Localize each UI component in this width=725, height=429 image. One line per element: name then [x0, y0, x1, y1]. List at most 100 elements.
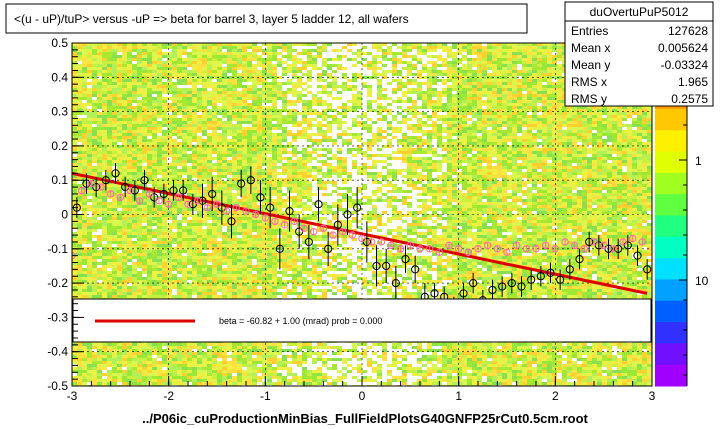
data-point-pink: [377, 238, 386, 246]
data-point-pink: [425, 245, 434, 253]
data-point-pink: [135, 197, 144, 205]
data-point-black: [304, 237, 313, 247]
y-tick-label: -0.5: [47, 379, 68, 393]
data-point-black: [411, 265, 420, 274]
data-point-black: [507, 279, 516, 288]
data-point-black: [556, 275, 565, 284]
data-points-layer: [72, 163, 652, 318]
x-tick-label: 2: [552, 389, 559, 403]
stats-row-label: Mean y: [571, 58, 610, 72]
data-point-black: [382, 261, 391, 271]
data-point-black: [82, 179, 91, 188]
data-point-pink: [483, 241, 492, 250]
data-point-black: [643, 265, 652, 274]
y-tick-label: 0: [61, 208, 68, 222]
data-point-pink: [251, 210, 260, 219]
data-point-black: [469, 279, 478, 288]
data-point-pink: [396, 245, 405, 253]
x-tick-label: -1: [260, 389, 271, 403]
stats-name: duOvertuPuP5012: [590, 5, 689, 19]
fit-legend-text: beta = -60.82 + 1.00 (mrad) prob = 0.000: [219, 316, 382, 326]
data-point-black: [101, 176, 110, 185]
data-point-pink: [97, 183, 105, 191]
stats-row-value: 0.2575: [671, 92, 708, 106]
stats-row-label: RMS x: [571, 75, 607, 89]
data-point-pink: [541, 241, 550, 250]
data-point-pink: [503, 248, 511, 256]
data-point-pink: [512, 241, 521, 250]
colorbar-label: 1: [695, 154, 702, 168]
data-point-pink: [493, 245, 502, 253]
data-point-black: [237, 179, 246, 188]
data-point-black: [256, 193, 265, 202]
data-point-pink: [367, 238, 376, 246]
data-point-pink: [300, 224, 308, 232]
colorbar-label: 10: [695, 274, 709, 288]
data-point-black: [324, 244, 333, 253]
data-point-black: [333, 220, 342, 229]
data-point-pink: [406, 241, 415, 250]
data-point-pink: [232, 203, 241, 212]
data-point-pink: [174, 193, 183, 202]
data-point-black: [140, 176, 149, 185]
stats-row-value: 1.965: [678, 75, 708, 89]
data-point-black: [169, 186, 178, 195]
data-point-black: [314, 200, 323, 209]
data-point-black: [275, 244, 284, 253]
y-tick-label: 0.2: [51, 139, 68, 153]
y-tick-label: -0.2: [47, 276, 68, 290]
data-point-pink: [532, 245, 540, 253]
data-point-pink: [203, 203, 212, 212]
data-point-black: [353, 203, 362, 212]
y-tick-label: 0.3: [51, 105, 68, 119]
data-point-pink: [358, 234, 366, 243]
y-tick-label: -0.4: [47, 345, 68, 359]
data-point-black: [488, 285, 497, 295]
data-point-pink: [261, 214, 270, 222]
data-point-pink: [628, 234, 637, 243]
stats-row-label: Mean x: [571, 41, 610, 55]
fit-legend: beta = -60.82 + 1.00 (mrad) prob = 0.000: [72, 298, 652, 343]
data-point-pink: [87, 179, 96, 188]
data-point-pink: [164, 200, 173, 208]
data-point-black: [111, 169, 120, 178]
data-point-pink: [184, 200, 192, 208]
data-point-black: [527, 275, 536, 284]
data-point-black: [585, 237, 594, 247]
data-point-pink: [580, 245, 589, 253]
data-point-pink: [474, 245, 482, 253]
data-point-pink: [638, 238, 647, 246]
data-point-black: [517, 282, 526, 291]
data-point-pink: [435, 248, 444, 256]
data-point-black: [130, 186, 139, 195]
data-point-pink: [126, 186, 134, 195]
data-point-pink: [309, 227, 318, 236]
x-tick-label: -3: [67, 389, 78, 403]
y-tick-label: 0.1: [51, 173, 68, 187]
data-point-pink: [387, 241, 395, 250]
data-point-pink: [338, 227, 347, 236]
data-point-pink: [280, 221, 289, 229]
data-point-black: [227, 217, 236, 226]
chart-title: <(u - uP)/tuP> versus -uP => beta for ba…: [14, 12, 409, 26]
data-point-black: [159, 189, 168, 199]
data-point-black: [343, 210, 352, 219]
data-point-black: [285, 206, 294, 216]
x-axis-label: ../P06ic_cuProductionMinBias_FullFieldPl…: [142, 411, 588, 426]
data-point-black: [546, 268, 555, 277]
data-point-pink: [155, 197, 163, 205]
y-tick-label: 0.4: [51, 70, 68, 84]
data-point-black: [401, 254, 410, 264]
stats-row-label: RMS y: [571, 92, 607, 106]
data-point-black: [565, 265, 574, 274]
y-tick-label: -0.1: [47, 242, 68, 256]
data-point-black: [179, 186, 188, 195]
data-point-black: [575, 254, 584, 264]
stats-row-value: 127628: [668, 24, 708, 38]
data-point-pink: [222, 207, 231, 215]
data-point-pink: [454, 245, 463, 253]
y-tick-label: 0.5: [51, 36, 68, 50]
data-point-black: [372, 261, 381, 271]
data-point-black: [614, 244, 623, 253]
data-point-pink: [570, 241, 579, 250]
